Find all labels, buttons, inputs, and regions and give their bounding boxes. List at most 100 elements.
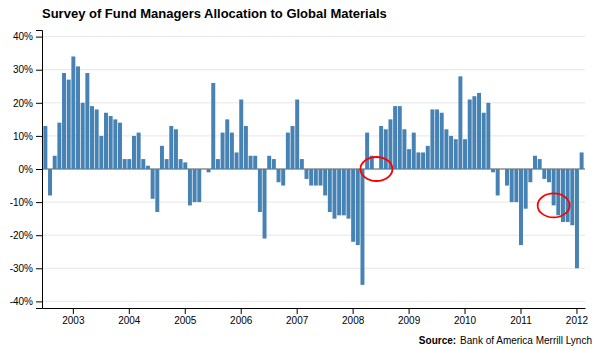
y-tick: 30% (13, 64, 42, 75)
y-tick-mark (36, 70, 42, 71)
bar (211, 83, 215, 169)
chart-container: -40%-30%-20%-10%0%10%20%30%40%2003200420… (0, 0, 600, 350)
bar (365, 133, 369, 169)
bar (188, 169, 192, 205)
bar (407, 149, 411, 169)
bar (337, 169, 341, 215)
bar (496, 169, 500, 195)
bar (57, 123, 61, 169)
source: Source: Bank of America Merrill Lynch (419, 335, 592, 346)
grid-line (42, 301, 585, 302)
bar (160, 146, 164, 169)
bar (272, 159, 276, 169)
x-tick-mark (73, 308, 74, 314)
x-tick: 2007 (286, 308, 309, 326)
x-tick-label: 2009 (398, 315, 421, 326)
y-tick-mark (36, 235, 42, 236)
bar (528, 169, 532, 182)
grid-line (42, 235, 585, 236)
x-tick-mark (576, 308, 577, 314)
bar (193, 169, 197, 202)
bar (305, 169, 309, 179)
x-tick: 2010 (454, 308, 477, 326)
bar (221, 133, 225, 169)
bar (113, 119, 117, 169)
bar (547, 169, 551, 182)
bar (477, 93, 481, 169)
x-tick-mark (129, 308, 130, 314)
bar (90, 106, 94, 169)
y-tick: -30% (10, 263, 42, 274)
bars (43, 56, 583, 284)
bar (454, 139, 458, 169)
bar (267, 156, 271, 169)
bar (449, 136, 453, 169)
bar (333, 169, 337, 219)
grid-line (42, 202, 585, 203)
bar (552, 169, 556, 205)
bar (580, 152, 584, 169)
y-tick-label: 10% (13, 131, 33, 142)
grid (42, 37, 585, 302)
x-tick-mark (297, 308, 298, 314)
bar (393, 106, 397, 169)
y-axis: -40%-30%-20%-10%0%10%20%30%40% (10, 31, 43, 309)
x-tick: 2009 (398, 308, 421, 326)
bar (412, 133, 416, 169)
bar (519, 169, 523, 245)
bar (253, 156, 257, 169)
bar (538, 159, 542, 169)
bar (48, 169, 52, 195)
bar (109, 116, 113, 169)
x-tick-mark (185, 308, 186, 314)
bar (258, 169, 262, 212)
x-tick-mark (521, 308, 522, 314)
bar (216, 159, 220, 169)
bar (286, 133, 290, 169)
x-tick-label: 2003 (62, 315, 85, 326)
x-tick-mark (241, 308, 242, 314)
y-tick: -10% (10, 197, 42, 208)
bar (556, 169, 560, 215)
y-tick-mark (36, 202, 42, 203)
bar (43, 126, 47, 169)
bar (183, 162, 187, 169)
bar (444, 129, 448, 169)
bar (416, 152, 420, 169)
bar (207, 169, 211, 172)
y-axis-line (36, 31, 43, 309)
y-tick: 0% (19, 164, 42, 175)
bar (118, 123, 122, 169)
plot: -40%-30%-20%-10%0%10%20%30%40%2003200420… (10, 31, 589, 327)
bar (356, 169, 360, 245)
bar (53, 156, 57, 169)
y-tick-mark (36, 268, 42, 269)
bar (472, 96, 476, 169)
bar (323, 169, 327, 195)
y-tick: -40% (10, 296, 42, 307)
source-part: Source: (419, 335, 456, 346)
bar (141, 159, 145, 169)
bar (440, 113, 444, 169)
y-tick-mark (36, 103, 42, 104)
bar (319, 169, 323, 186)
x-tick: 2004 (118, 308, 141, 326)
x-tick-label: 2006 (230, 315, 253, 326)
grid-line (42, 102, 585, 103)
title: Survey of Fund Managers Allocation to Gl… (42, 6, 387, 21)
bar (430, 109, 434, 169)
source-part: Bank of America Merrill Lynch (460, 335, 592, 346)
bar (309, 169, 313, 186)
bar (295, 100, 299, 170)
bar (328, 169, 332, 212)
y-tick-mark (36, 37, 42, 38)
bar (351, 169, 355, 242)
bar (85, 73, 89, 169)
bar (500, 169, 504, 170)
y-tick-mark (36, 169, 42, 170)
bar (491, 169, 495, 172)
chart-svg: -40%-30%-20%-10%0%10%20%30%40%2003200420… (0, 0, 600, 350)
bar (230, 133, 234, 169)
bar (374, 169, 378, 170)
y-tick-mark (36, 301, 42, 302)
